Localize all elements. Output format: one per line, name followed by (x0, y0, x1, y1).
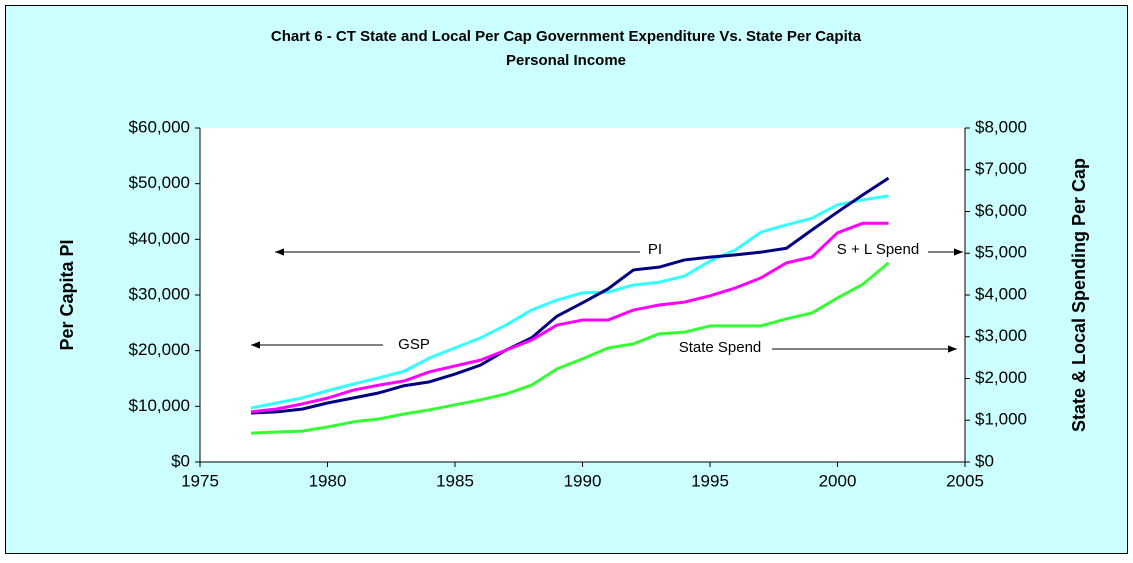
y-tick-label: $20,000 (129, 340, 190, 359)
y2-tick-label: $7,000 (975, 159, 1027, 178)
y2-tick-label: $8,000 (975, 117, 1027, 136)
chart-title: Chart 6 - CT State and Local Per Cap Gov… (271, 28, 862, 45)
y-tick-label: $50,000 (129, 173, 190, 192)
x-tick-label: 2005 (946, 471, 984, 490)
x-tick-label: 1990 (564, 471, 602, 490)
series-line (250, 261, 890, 435)
annotation: S + L Spend (837, 241, 919, 258)
x-tick-label: 1995 (691, 471, 729, 490)
y-tick-label: $30,000 (129, 284, 190, 303)
y-tick-label: $60,000 (129, 117, 190, 136)
annotation: GSP (398, 336, 430, 353)
plot-area (200, 128, 965, 462)
y2-tick-label: $2,000 (975, 368, 1027, 387)
series-line (250, 194, 889, 410)
annotation: State Spend (679, 339, 762, 356)
y2-tick-label: $6,000 (975, 201, 1027, 220)
y2-tick-label: $5,000 (975, 243, 1027, 262)
y2-tick-label: $0 (975, 451, 994, 470)
series-line (250, 176, 890, 415)
y-axis-title: Per Capita PI (57, 239, 77, 350)
y-tick-label: $10,000 (129, 396, 190, 415)
x-tick-label: 1980 (309, 471, 347, 490)
y2-tick-label: $3,000 (975, 326, 1027, 345)
chart-title: Personal Income (506, 52, 626, 69)
x-tick-label: 1975 (181, 471, 219, 490)
y2-tick-label: $4,000 (975, 284, 1027, 303)
x-tick-label: 2000 (819, 471, 857, 490)
x-tick-label: 1985 (436, 471, 474, 490)
y-tick-label: $0 (171, 451, 190, 470)
y-tick-label: $40,000 (129, 229, 190, 248)
annotation: PI (648, 241, 662, 258)
y2-tick-label: $1,000 (975, 410, 1027, 429)
y2-axis-title: State & Local Spending Per Cap (1069, 158, 1089, 432)
series-line (250, 221, 889, 414)
